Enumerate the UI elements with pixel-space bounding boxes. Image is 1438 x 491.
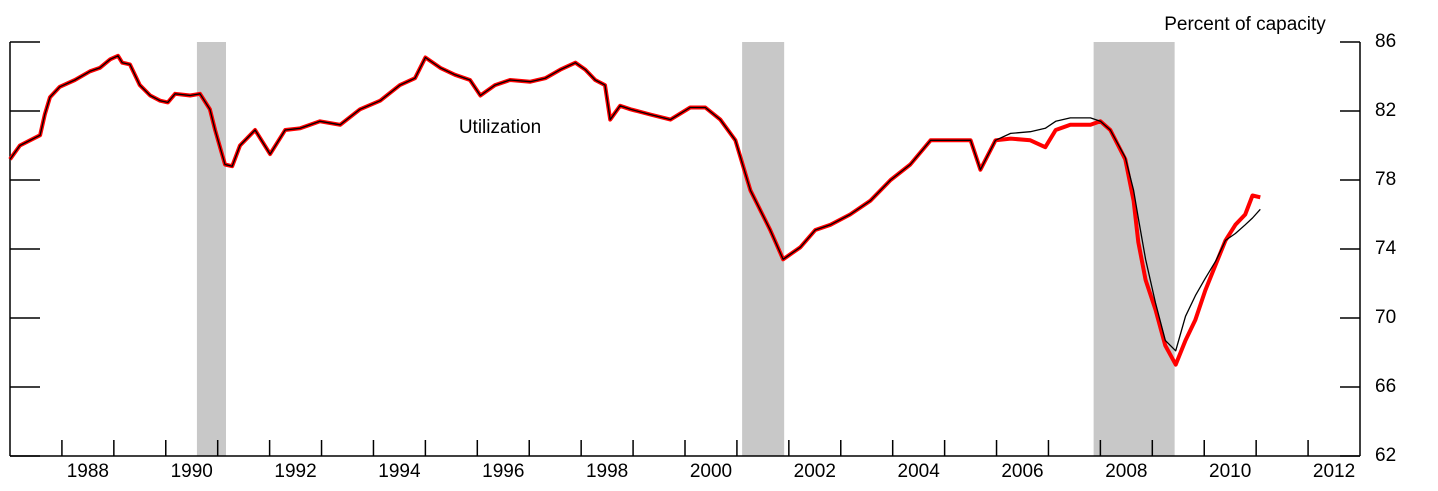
x-tick-label: 2002 — [794, 461, 836, 482]
x-tick-label: 2004 — [898, 461, 941, 482]
x-tick-label: 1996 — [482, 461, 524, 482]
annotation: Utilization — [459, 117, 541, 138]
recession-band — [1093, 42, 1175, 456]
x-tick-label: 1990 — [171, 461, 213, 482]
y-tick-label: 82 — [1375, 100, 1396, 121]
x-tick-label: 1992 — [274, 461, 316, 482]
x-tick-label: 2000 — [690, 461, 732, 482]
y-tick-label: 86 — [1375, 31, 1396, 52]
y-tick-label: 62 — [1375, 445, 1396, 466]
recession-band — [196, 42, 226, 456]
y-tick-label: 78 — [1375, 169, 1396, 190]
y-tick-label: 70 — [1375, 307, 1396, 328]
x-tick-label: 2012 — [1313, 461, 1355, 482]
y-tick-label: 74 — [1375, 238, 1397, 259]
x-tick-label: 2006 — [1001, 461, 1043, 482]
series-line — [9, 55, 1261, 352]
x-tick-label: 1998 — [586, 461, 628, 482]
x-tick-label: 2008 — [1105, 461, 1147, 482]
y-tick-label: 66 — [1375, 376, 1396, 397]
x-tick-label: 1994 — [378, 461, 421, 482]
y-axis-label: Percent of capacity — [1164, 14, 1326, 35]
x-tick-label: 2010 — [1209, 461, 1251, 482]
x-tick-label: 1988 — [67, 461, 109, 482]
